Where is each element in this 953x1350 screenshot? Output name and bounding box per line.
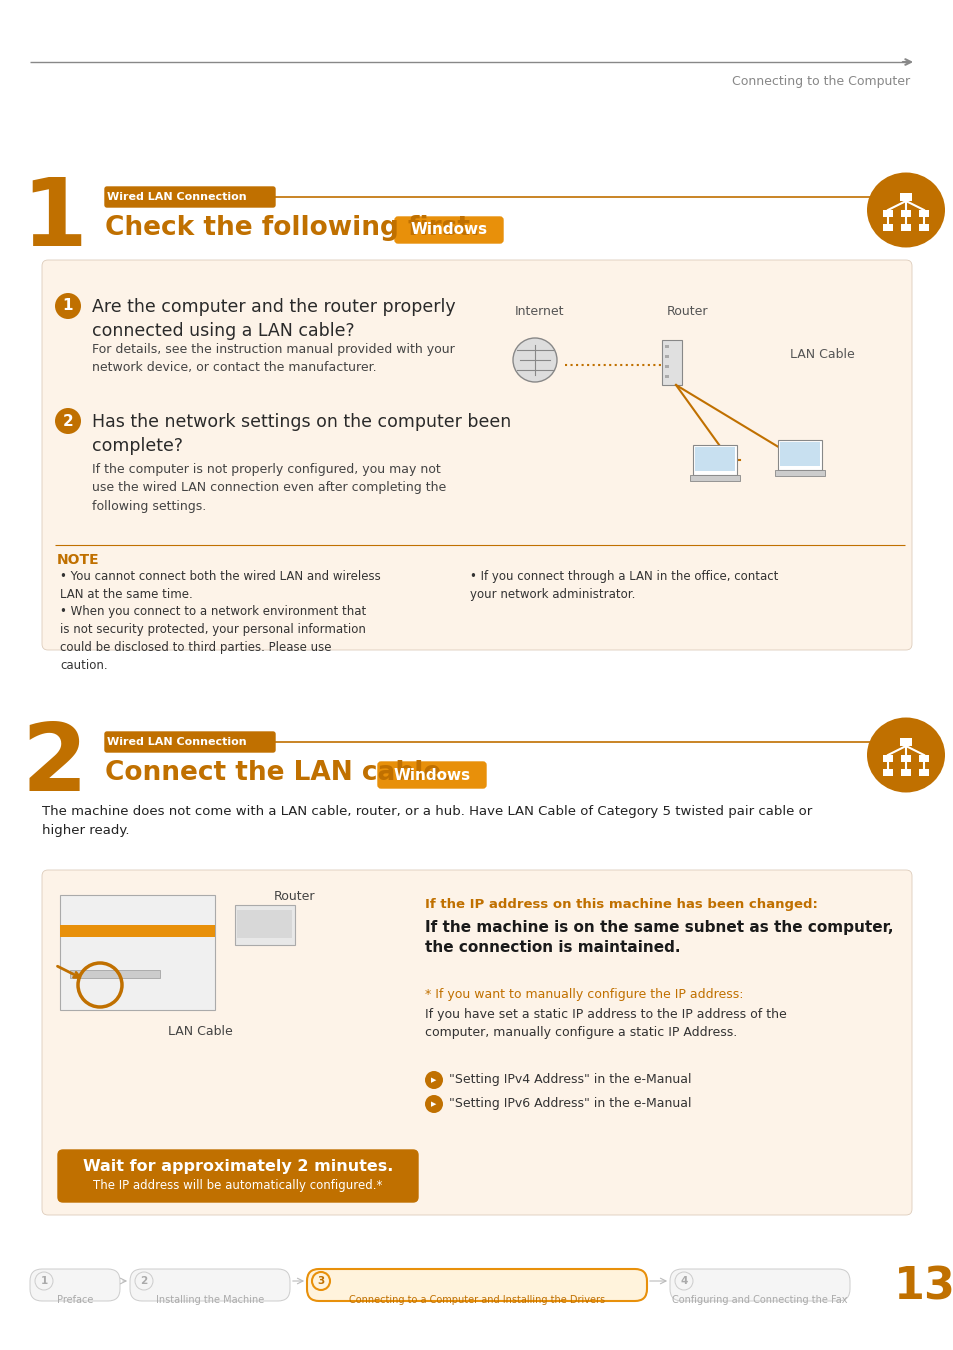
Text: • If you connect through a LAN in the office, contact
your network administrator: • If you connect through a LAN in the of…	[470, 570, 778, 601]
Text: 3: 3	[317, 1276, 324, 1287]
Text: 4: 4	[679, 1276, 687, 1287]
Text: Are the computer and the router properly
connected using a LAN cable?: Are the computer and the router properly…	[91, 298, 456, 340]
Bar	[900, 211, 910, 217]
Text: Router: Router	[274, 890, 315, 903]
Text: • When you connect to a network environment that
is not security protected, your: • When you connect to a network environm…	[60, 605, 366, 672]
Bar	[780, 441, 820, 466]
Text: Wired LAN Connection: Wired LAN Connection	[107, 737, 247, 747]
Text: If the computer is not properly configured, you may not
use the wired LAN connec: If the computer is not properly configur…	[91, 463, 446, 513]
Bar	[664, 355, 668, 358]
Circle shape	[35, 1272, 53, 1291]
FancyBboxPatch shape	[130, 1269, 290, 1301]
Text: * If you want to manually configure the IP address:: * If you want to manually configure the …	[424, 988, 742, 1000]
Text: Preface: Preface	[57, 1295, 93, 1305]
Bar	[900, 769, 910, 776]
Bar	[661, 340, 681, 385]
Text: • You cannot connect both the wired LAN and wireless
LAN at the same time.: • You cannot connect both the wired LAN …	[60, 570, 380, 601]
Text: 2: 2	[21, 720, 87, 811]
Text: "Setting IPv6 Address" in the e-Manual: "Setting IPv6 Address" in the e-Manual	[449, 1098, 691, 1110]
Bar	[882, 769, 892, 776]
Bar	[899, 738, 911, 747]
Text: "Setting IPv4 Address" in the e-Manual: "Setting IPv4 Address" in the e-Manual	[449, 1073, 691, 1085]
Bar	[695, 447, 734, 471]
Text: If the IP address on this machine has been changed:: If the IP address on this machine has be…	[424, 898, 817, 911]
FancyBboxPatch shape	[105, 188, 274, 207]
Bar	[899, 193, 911, 201]
Text: LAN Cable: LAN Cable	[789, 348, 854, 362]
Circle shape	[424, 1095, 442, 1112]
Text: Internet: Internet	[515, 305, 564, 319]
Text: Windows: Windows	[410, 223, 487, 238]
Bar	[664, 364, 668, 369]
Text: 1: 1	[40, 1276, 48, 1287]
Bar	[60, 895, 214, 1010]
Bar	[774, 470, 824, 477]
Text: Configuring and Connecting the Fax: Configuring and Connecting the Fax	[672, 1295, 847, 1305]
Text: 13: 13	[893, 1265, 953, 1308]
Text: For details, see the instruction manual provided with your
network device, or co: For details, see the instruction manual …	[91, 343, 455, 374]
Ellipse shape	[866, 173, 944, 247]
Bar	[60, 925, 214, 937]
Bar	[778, 440, 821, 470]
Text: Connect the LAN cable.: Connect the LAN cable.	[105, 760, 451, 786]
Bar	[882, 755, 892, 761]
Text: 1: 1	[63, 298, 73, 313]
Bar	[664, 346, 668, 348]
Text: Wait for approximately 2 minutes.: Wait for approximately 2 minutes.	[83, 1158, 393, 1173]
Text: 2: 2	[140, 1276, 148, 1287]
Text: ▶: ▶	[431, 1102, 436, 1107]
FancyBboxPatch shape	[105, 732, 274, 752]
FancyBboxPatch shape	[395, 217, 502, 243]
Text: Installing the Machine: Installing the Machine	[155, 1295, 264, 1305]
Bar	[918, 224, 928, 231]
Text: Connecting to a Computer and Installing the Drivers: Connecting to a Computer and Installing …	[349, 1295, 604, 1305]
Bar	[70, 971, 160, 977]
FancyBboxPatch shape	[42, 869, 911, 1215]
Bar	[900, 755, 910, 761]
Circle shape	[675, 1272, 692, 1291]
Bar	[882, 224, 892, 231]
Bar	[918, 211, 928, 217]
FancyBboxPatch shape	[307, 1269, 646, 1301]
Ellipse shape	[866, 717, 944, 792]
Circle shape	[135, 1272, 152, 1291]
Circle shape	[424, 1071, 442, 1089]
FancyBboxPatch shape	[42, 261, 911, 649]
Text: Windows: Windows	[393, 768, 470, 783]
Bar	[664, 375, 668, 378]
Circle shape	[513, 338, 557, 382]
Text: LAN Cable: LAN Cable	[168, 1025, 233, 1038]
Bar	[236, 910, 292, 938]
Bar	[882, 211, 892, 217]
Text: The machine does not come with a LAN cable, router, or a hub. Have LAN Cable of : The machine does not come with a LAN cab…	[42, 805, 811, 837]
FancyBboxPatch shape	[669, 1269, 849, 1301]
Text: The IP address will be automatically configured.*: The IP address will be automatically con…	[93, 1180, 382, 1192]
Bar	[918, 755, 928, 761]
Bar	[900, 224, 910, 231]
Text: Check the following first.: Check the following first.	[105, 215, 479, 242]
FancyBboxPatch shape	[377, 761, 485, 788]
Circle shape	[312, 1272, 330, 1291]
Bar	[234, 904, 294, 945]
FancyBboxPatch shape	[58, 1150, 417, 1202]
FancyBboxPatch shape	[30, 1269, 120, 1301]
Bar	[918, 769, 928, 776]
Bar	[689, 475, 740, 481]
Text: Connecting to the Computer: Connecting to the Computer	[731, 76, 909, 88]
Bar	[692, 446, 737, 475]
Text: If you have set a static IP address to the IP address of the
computer, manually : If you have set a static IP address to t…	[424, 1008, 786, 1040]
Text: If the machine is on the same subnet as the computer,
the connection is maintain: If the machine is on the same subnet as …	[424, 919, 893, 956]
Circle shape	[55, 408, 81, 433]
Text: 2: 2	[63, 413, 73, 428]
Text: Router: Router	[666, 305, 708, 319]
Text: Has the network settings on the computer been
complete?: Has the network settings on the computer…	[91, 413, 511, 455]
Text: ▶: ▶	[431, 1077, 436, 1083]
Text: Wired LAN Connection: Wired LAN Connection	[107, 192, 247, 202]
Text: NOTE: NOTE	[57, 554, 99, 567]
Circle shape	[55, 293, 81, 319]
Text: 1: 1	[21, 174, 87, 266]
